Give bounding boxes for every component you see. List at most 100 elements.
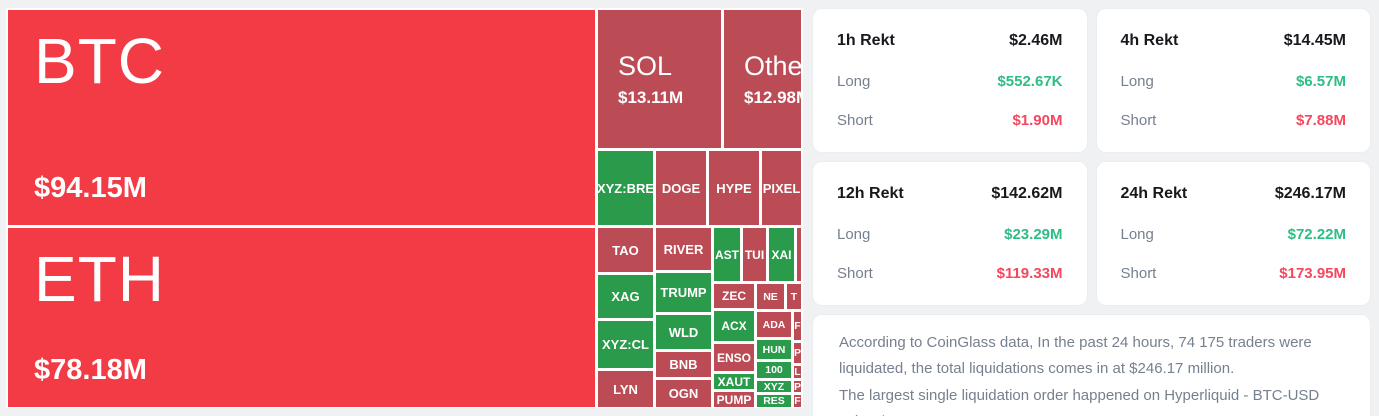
card-short-row: Short $1.90M <box>837 112 1063 129</box>
treemap-tile-xyz-cl[interactable]: XYZ:CL <box>598 321 653 368</box>
treemap-tile-tui[interactable]: TUI <box>743 228 766 281</box>
rekt-panel: 1h Rekt $2.46M Long $552.67K Short $1.90M 4h R… <box>812 8 1371 416</box>
long-value: $72.22M <box>1287 225 1346 243</box>
tile-value: $13.11M <box>618 87 684 107</box>
treemap-tile-sol[interactable]: SOL $13.11M <box>598 10 721 148</box>
long-label: Long <box>1120 225 1154 243</box>
treemap-tile-doge[interactable]: DOGE <box>656 151 706 225</box>
tile-symbol: BTC <box>34 25 165 97</box>
tile-symbol: XAG <box>611 289 640 304</box>
tile-symbol: NE <box>763 290 778 303</box>
long-label: Long <box>837 225 871 243</box>
card-total-value: $246.17M <box>1274 185 1346 202</box>
treemap-tile-xyz[interactable]: XYZ <box>757 381 791 392</box>
long-value: $6.57M <box>1295 72 1346 90</box>
tile-value: $12.98M <box>744 87 801 107</box>
treemap-tile-pixel[interactable]: PIXEL <box>762 151 801 225</box>
treemap-tile-xyz-bre[interactable]: XYZ:BRE <box>598 151 653 225</box>
short-label: Short <box>1120 112 1157 129</box>
short-value: $1.90M <box>1012 112 1063 129</box>
treemap-tile-ne[interactable]: NE <box>757 284 784 309</box>
card-title: 12h Rekt <box>837 185 904 202</box>
rekt-card-1h: 1h Rekt $2.46M Long $552.67K Short $1.90M <box>812 8 1088 153</box>
treemap-tile-enso[interactable]: ENSO <box>714 344 754 371</box>
treemap-tile-wld[interactable]: WLD <box>656 315 711 349</box>
card-title-row: 12h Rekt $142.62M <box>837 185 1063 203</box>
tile-symbol: PIXEL <box>762 180 801 196</box>
short-label: Short <box>837 112 873 129</box>
treemap-tile-tao[interactable]: TAO <box>598 228 653 272</box>
long-value: $552.67K <box>997 72 1063 90</box>
treemap-tile-lyn[interactable]: LYN <box>598 371 653 407</box>
long-label: Long <box>1120 72 1154 90</box>
treemap-tile-f[interactable]: F <box>794 395 801 407</box>
rekt-card-24h: 24h Rekt $246.17M Long $72.22M Short $173.95M <box>1095 161 1371 306</box>
tile-symbol: F <box>794 320 801 332</box>
treemap-tile-xaut[interactable]: XAUT <box>714 374 754 389</box>
tile-symbol: HUN <box>762 343 786 356</box>
tile-symbol: ETH <box>34 243 165 315</box>
tile-symbol: SOL <box>618 50 673 81</box>
card-title-row: 24h Rekt $246.17M <box>1121 185 1347 203</box>
treemap-tile-eth[interactable]: ETH $78.18M <box>8 228 595 407</box>
treemap-tile-trump[interactable]: TRUMP <box>656 273 711 312</box>
tile-symbol: XYZ:BRE <box>598 180 653 196</box>
treemap-tile-p[interactable]: P <box>794 343 801 363</box>
treemap-tile-others[interactable]: Others $12.98M <box>724 10 801 148</box>
tile-symbol: 100 <box>765 364 783 376</box>
treemap-tile-f[interactable]: F <box>794 312 801 340</box>
card-long-row: Long $6.57M <box>1121 73 1347 90</box>
tile-symbol: PUMP <box>716 392 752 407</box>
treemap-tile-ast[interactable]: AST <box>714 228 740 281</box>
short-value: $7.88M <box>1295 112 1346 129</box>
card-short-row: Short $7.88M <box>1121 112 1347 129</box>
tile-symbol: F <box>794 395 801 407</box>
note-line-2: The largest single liquidation order hap… <box>839 386 1320 416</box>
tile-value: $94.15M <box>34 172 147 204</box>
tile-symbol: ADA <box>762 318 786 331</box>
card-title-row: 1h Rekt $2.46M <box>837 32 1063 50</box>
treemap-tile-btc[interactable]: BTC $94.15M <box>8 10 595 225</box>
short-value: $173.95M <box>1279 265 1346 282</box>
tile-symbol: OGN <box>668 386 699 401</box>
card-short-row: Short $119.33M <box>837 265 1063 282</box>
tile-symbol: AST <box>715 247 739 262</box>
tile-symbol: TAO <box>612 242 639 258</box>
treemap-tile-ada[interactable]: ADA <box>757 312 791 337</box>
treemap-tile-cutoff[interactable] <box>797 228 801 281</box>
treemap-tile-xag[interactable]: XAG <box>598 275 653 318</box>
tile-symbol: LYN <box>613 381 638 397</box>
card-total-value: $14.45M <box>1283 32 1346 49</box>
tile-symbol: RIVER <box>663 241 704 257</box>
tile-symbol: DOGE <box>661 180 701 196</box>
card-long-row: Long $23.29M <box>837 226 1063 243</box>
tile-symbol: TRUMP <box>660 285 707 300</box>
treemap-tile-pump[interactable]: PUMP <box>714 392 754 407</box>
rekt-card-4h: 4h Rekt $14.45M Long $6.57M Short $7.88M <box>1095 8 1371 153</box>
treemap-tile-zec[interactable]: ZEC <box>714 284 754 308</box>
card-title: 4h Rekt <box>1120 32 1179 49</box>
treemap-tile-bnb[interactable]: BNB <box>656 352 711 377</box>
long-label: Long <box>837 72 871 90</box>
treemap-tile-hun[interactable]: HUN <box>757 340 791 359</box>
card-title-row: 4h Rekt $14.45M <box>1121 32 1347 50</box>
short-label: Short <box>1120 265 1157 282</box>
treemap-tile-hype[interactable]: HYPE <box>709 151 759 225</box>
treemap-tile-xai[interactable]: XAI <box>769 228 794 281</box>
treemap-tile-l[interactable]: L <box>794 366 801 378</box>
treemap-tile-res[interactable]: RES <box>757 395 791 407</box>
treemap-tile-acx[interactable]: ACX <box>714 311 754 341</box>
note-line-1: According to CoinGlass data, In the past… <box>839 334 1312 378</box>
tile-symbol: L <box>794 366 801 378</box>
tile-value: $78.18M <box>34 354 147 386</box>
treemap-tile-p[interactable]: P <box>794 381 801 392</box>
treemap-tile-t[interactable]: T <box>787 284 801 309</box>
tile-symbol: XAI <box>771 247 792 262</box>
tile-symbol: P <box>794 347 801 359</box>
rekt-card-12h: 12h Rekt $142.62M Long $23.29M Short $119.33M <box>812 161 1088 306</box>
treemap-tile-ogn[interactable]: OGN <box>656 380 711 407</box>
treemap-tile-river[interactable]: RIVER <box>656 228 711 270</box>
treemap-tile-100[interactable]: 100 <box>757 362 791 378</box>
rekt-cards: 1h Rekt $2.46M Long $552.67K Short $1.90M 4h R… <box>812 8 1371 306</box>
